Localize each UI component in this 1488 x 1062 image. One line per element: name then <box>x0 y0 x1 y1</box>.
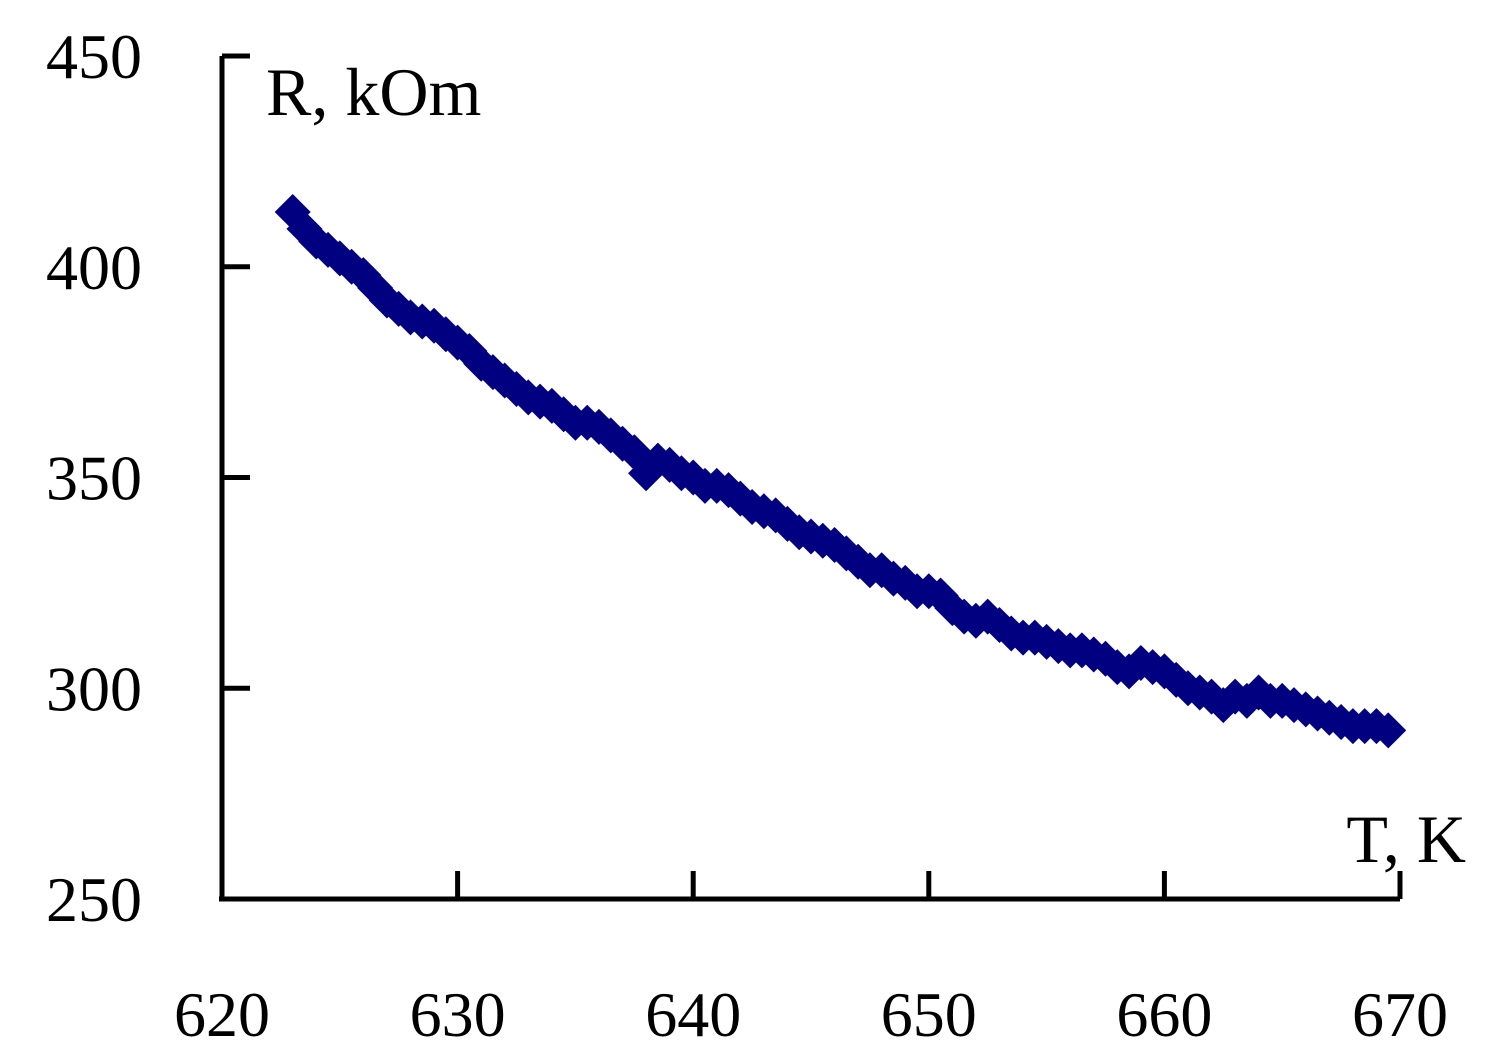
x-tick-label: 630 <box>410 979 506 1050</box>
data-point <box>310 231 347 268</box>
x-tick-label: 640 <box>645 979 741 1050</box>
y-tick-label: 350 <box>46 443 142 514</box>
y-tick-label: 450 <box>46 21 142 92</box>
y-tick-label: 300 <box>46 653 142 724</box>
y-axis-ticks: 250 300 350 400 450 <box>46 21 250 935</box>
y-tick-label: 250 <box>46 864 142 935</box>
x-axis-ticks: 620 630 640 650 660 670 <box>174 871 1448 1050</box>
x-tick-label: 660 <box>1116 979 1212 1050</box>
data-point <box>1370 712 1407 749</box>
x-tick-label: 650 <box>881 979 977 1050</box>
data-points <box>274 193 1407 749</box>
y-axis-title: R, kOm <box>266 54 481 130</box>
x-tick-label: 620 <box>174 979 270 1050</box>
x-axis-title: T, K <box>1346 801 1466 877</box>
x-tick-label: 670 <box>1352 979 1448 1050</box>
y-tick-label: 400 <box>46 232 142 303</box>
